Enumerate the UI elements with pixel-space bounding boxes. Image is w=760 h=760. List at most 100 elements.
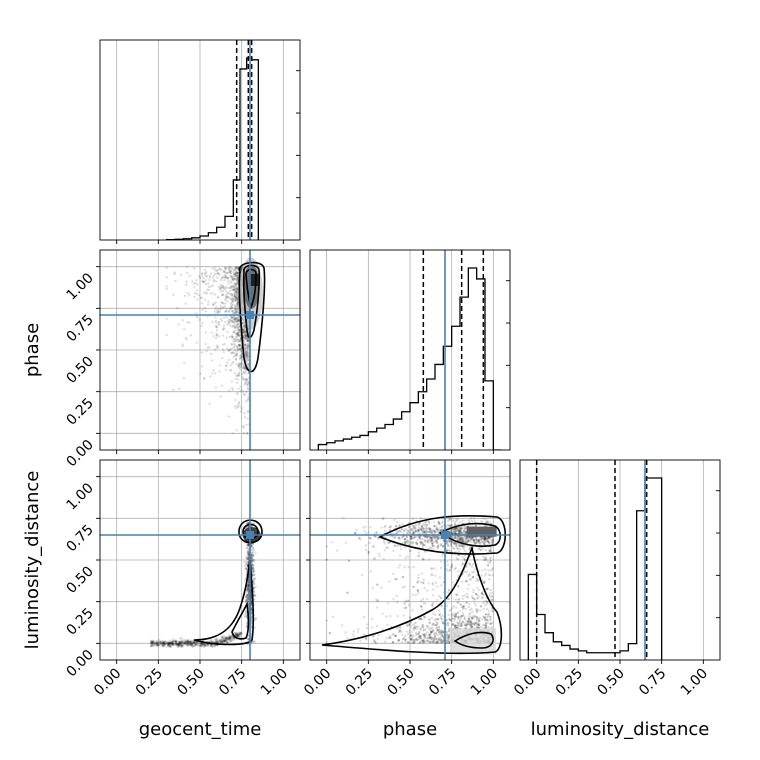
sample-point — [219, 285, 223, 289]
sample-point — [484, 622, 488, 625]
sample-point — [462, 530, 465, 533]
sample-point — [243, 346, 246, 350]
sample-point — [457, 622, 460, 625]
sample-point — [210, 331, 214, 334]
sample-point — [216, 641, 219, 644]
sample-point — [445, 619, 448, 622]
sample-point — [245, 568, 249, 571]
sample-point — [224, 639, 227, 642]
sample-point — [216, 640, 219, 644]
sample-point — [190, 644, 194, 647]
sample-point — [438, 628, 441, 632]
sample-point — [414, 627, 418, 630]
sample-point — [228, 636, 232, 640]
sample-point — [216, 271, 220, 275]
sample-point — [233, 268, 237, 272]
sample-point — [235, 352, 238, 356]
sample-point — [185, 642, 188, 645]
sample-point — [194, 641, 198, 644]
sample-point — [215, 334, 219, 337]
sample-point — [236, 391, 239, 394]
sample-point — [433, 531, 437, 534]
sample-point — [426, 535, 430, 539]
sample-point — [208, 278, 211, 282]
sample-point — [232, 287, 235, 290]
sample-point — [233, 293, 237, 297]
sample-point — [243, 393, 247, 397]
sample-point — [204, 342, 207, 346]
sample-point — [175, 643, 179, 646]
sample-point — [181, 644, 184, 647]
sample-point — [464, 540, 467, 543]
sample-point — [223, 279, 226, 282]
sample-point — [179, 273, 183, 276]
sample-point — [236, 309, 239, 312]
sample-point — [245, 556, 248, 560]
sample-point — [441, 631, 444, 634]
sample-point — [415, 535, 419, 538]
sample-point — [236, 405, 239, 409]
sample-point — [231, 302, 234, 306]
sample-point — [436, 541, 439, 545]
sample-point — [229, 636, 233, 639]
sample-point — [491, 568, 494, 571]
sample-point — [214, 640, 218, 644]
sample-point — [438, 594, 441, 598]
sample-point — [162, 642, 166, 645]
sample-point — [163, 640, 167, 643]
sample-point — [233, 317, 236, 321]
sample-point — [234, 290, 238, 294]
sample-point — [242, 328, 245, 332]
sample-point — [184, 643, 188, 646]
sample-point — [456, 527, 460, 530]
sample-point — [201, 644, 204, 647]
sample-point — [185, 338, 188, 341]
sample-point — [414, 621, 417, 624]
sample-point — [215, 305, 218, 309]
sample-point — [236, 301, 240, 304]
sample-point — [236, 289, 239, 292]
sample-point — [162, 642, 165, 645]
sample-point — [434, 574, 437, 577]
sample-point — [417, 591, 420, 595]
sample-point — [417, 632, 420, 636]
sample-point — [469, 540, 473, 543]
sample-point — [162, 641, 165, 645]
sample-point — [246, 598, 249, 602]
sample-point — [228, 296, 232, 300]
sample-point — [228, 318, 232, 321]
sample-point — [165, 287, 168, 291]
sample-point — [210, 644, 213, 647]
sample-point — [462, 608, 465, 611]
sample-point — [176, 643, 179, 646]
sample-point — [236, 304, 239, 307]
sample-point — [226, 276, 230, 280]
sample-point — [234, 633, 238, 636]
sample-point — [246, 339, 250, 343]
sample-point — [458, 620, 461, 623]
sample-point — [193, 295, 196, 299]
sample-point — [409, 625, 413, 629]
sample-point — [236, 298, 240, 302]
sample-point — [245, 560, 248, 564]
sample-point — [483, 536, 487, 540]
sample-point — [151, 639, 155, 642]
sample-point — [245, 346, 249, 349]
sample-point — [228, 635, 232, 638]
sample-point — [468, 536, 472, 539]
sample-point — [231, 316, 234, 319]
sample-point — [440, 617, 443, 621]
sample-point — [404, 638, 407, 642]
sample-point — [235, 275, 239, 278]
sample-point — [155, 641, 158, 644]
sample-point — [235, 331, 238, 335]
sample-point — [238, 344, 241, 348]
sample-point — [433, 641, 437, 644]
sample-point — [220, 641, 224, 644]
sample-point — [234, 310, 238, 313]
sample-point — [149, 644, 153, 648]
sample-point — [450, 566, 453, 569]
sample-point — [170, 641, 174, 645]
sample-point — [247, 362, 250, 365]
sample-point — [201, 302, 204, 305]
